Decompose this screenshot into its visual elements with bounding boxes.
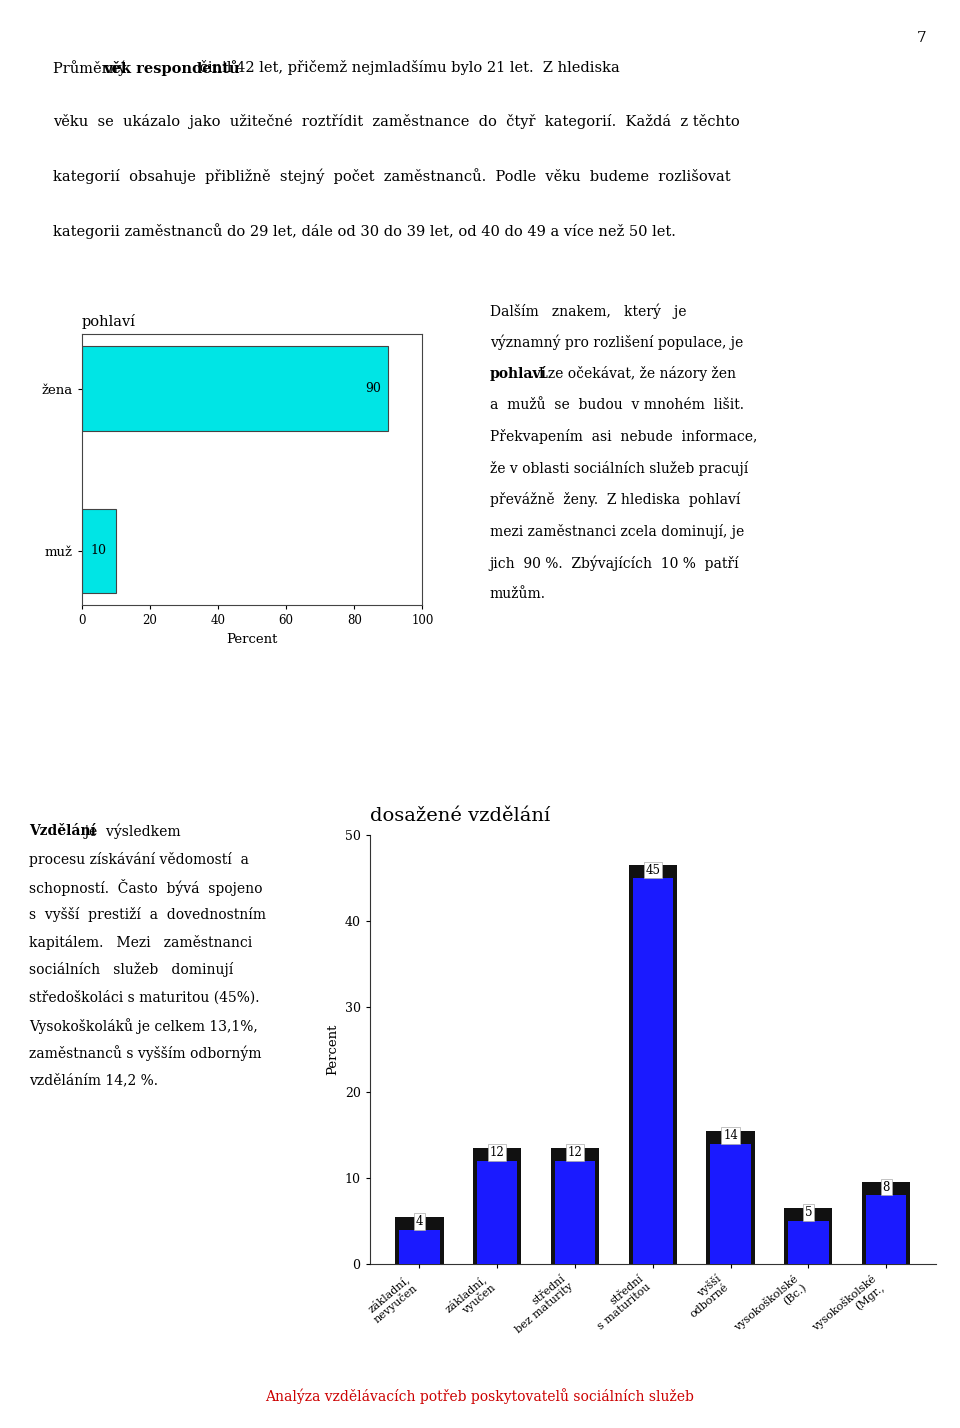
Text: a  mužů  se  budou  v mnohém  lišit.: a mužů se budou v mnohém lišit. bbox=[490, 398, 744, 411]
Text: je  výsledkem: je výsledkem bbox=[77, 824, 181, 840]
Bar bbox=[396, 1217, 444, 1264]
Text: Průměrný: Průměrný bbox=[53, 60, 131, 76]
Bar bbox=[477, 1161, 517, 1264]
Text: že v oblasti sociálních služeb pracují: že v oblasti sociálních služeb pracují bbox=[490, 461, 748, 476]
Text: 7: 7 bbox=[917, 31, 926, 46]
Text: Vysokoškoláků je celkem 13,1%,: Vysokoškoláků je celkem 13,1%, bbox=[29, 1018, 257, 1034]
Text: vzděláním 14,2 %.: vzděláním 14,2 %. bbox=[29, 1074, 157, 1087]
Text: středoškoláci s maturitou (45%).: středoškoláci s maturitou (45%). bbox=[29, 990, 259, 1004]
Bar bbox=[633, 878, 673, 1264]
Text: procesu získávání vědomostí  a: procesu získávání vědomostí a bbox=[29, 851, 249, 867]
Bar bbox=[399, 1230, 440, 1264]
Text: Dalším   znakem,   který   je: Dalším znakem, který je bbox=[490, 303, 686, 318]
Bar bbox=[555, 1161, 595, 1264]
Text: věku  se  ukázalo  jako  užitečné  roztřídit  zaměstnance  do  čtyř  kategorií. : věku se ukázalo jako užitečné roztřídit … bbox=[53, 114, 739, 130]
Text: sociálních   služeb   dominují: sociálních služeb dominují bbox=[29, 962, 233, 978]
Text: 45: 45 bbox=[645, 864, 660, 877]
Text: 4: 4 bbox=[416, 1215, 423, 1228]
Text: s  vyšší  prestiží  a  dovednostním: s vyšší prestiží a dovednostním bbox=[29, 907, 266, 922]
Text: 90: 90 bbox=[366, 383, 381, 396]
Text: kategorií  obsahuje  přibližně  stejný  počet  zaměstnanců.  Podle  věku  budeme: kategorií obsahuje přibližně stejný poče… bbox=[53, 169, 731, 184]
Text: kapitálem.   Mezi   zaměstnanci: kapitálem. Mezi zaměstnanci bbox=[29, 935, 252, 950]
Text: činil 42 let, přičemž nejmladšímu bylo 21 let.  Z hlediska: činil 42 let, přičemž nejmladšímu bylo 2… bbox=[195, 60, 619, 76]
Text: Analýza vzdělávacích potřeb poskytovatelů sociálních služeb: Analýza vzdělávacích potřeb poskytovatel… bbox=[266, 1388, 694, 1404]
Text: mužům.: mužům. bbox=[490, 587, 545, 601]
Text: 12: 12 bbox=[567, 1147, 583, 1160]
Text: pohlaví: pohlaví bbox=[82, 314, 135, 328]
Bar bbox=[784, 1208, 832, 1264]
Bar bbox=[82, 508, 116, 593]
Bar bbox=[473, 1148, 521, 1264]
Text: 5: 5 bbox=[804, 1207, 812, 1220]
Text: 8: 8 bbox=[882, 1181, 890, 1194]
Text: . Lze očekávat, že názory žen: . Lze očekávat, že názory žen bbox=[530, 366, 736, 381]
Text: schopností.  Často  bývá  spojeno: schopností. Často bývá spojeno bbox=[29, 880, 262, 897]
Text: pohlaví: pohlaví bbox=[490, 366, 546, 381]
Text: kategorii zaměstnanců do 29 let, dále od 30 do 39 let, od 40 do 49 a více než 50: kategorii zaměstnanců do 29 let, dále od… bbox=[53, 223, 676, 238]
Bar bbox=[707, 1131, 755, 1264]
Text: zaměstnanců s vyšším odborným: zaměstnanců s vyšším odborným bbox=[29, 1045, 261, 1061]
Text: dosažené vzdělání: dosažené vzdělání bbox=[370, 807, 550, 825]
Text: 14: 14 bbox=[723, 1130, 738, 1142]
Text: Překvapením  asi  nebude  informace,: Překvapením asi nebude informace, bbox=[490, 430, 757, 444]
Y-axis label: Percent: Percent bbox=[326, 1024, 339, 1075]
Text: věk respondentů: věk respondentů bbox=[103, 60, 240, 76]
Text: převážně  ženy.  Z hlediska  pohlaví: převážně ženy. Z hlediska pohlaví bbox=[490, 493, 740, 507]
Bar bbox=[82, 347, 388, 431]
Bar bbox=[551, 1148, 599, 1264]
Bar bbox=[862, 1182, 910, 1264]
Text: Vzdělání: Vzdělání bbox=[29, 824, 96, 838]
Text: 10: 10 bbox=[90, 544, 107, 557]
Bar bbox=[866, 1195, 906, 1264]
Text: významný pro rozlišení populace, je: významný pro rozlišení populace, je bbox=[490, 334, 743, 350]
Text: 12: 12 bbox=[490, 1147, 505, 1160]
Bar bbox=[710, 1144, 751, 1264]
X-axis label: Percent: Percent bbox=[227, 633, 277, 645]
Bar bbox=[788, 1221, 828, 1264]
Text: mezi zaměstnanci zcela dominují, je: mezi zaměstnanci zcela dominují, je bbox=[490, 524, 744, 538]
Bar bbox=[629, 865, 677, 1264]
Text: jich  90 %.  Zbývajících  10 %  patří: jich 90 %. Zbývajících 10 % patří bbox=[490, 555, 739, 571]
